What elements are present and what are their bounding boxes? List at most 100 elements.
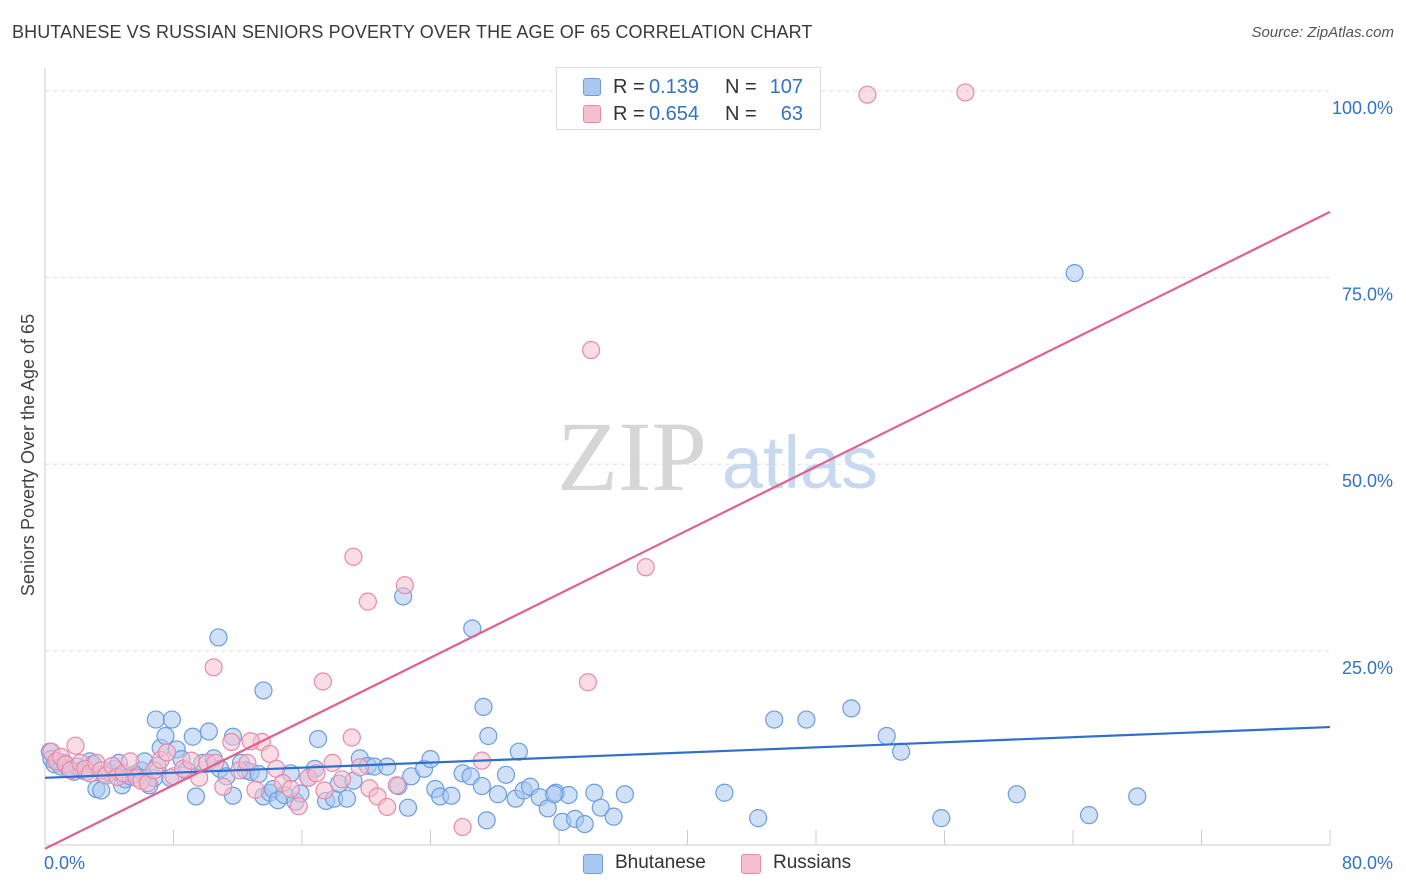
blue-swatch-icon (583, 78, 601, 96)
russians-point (222, 732, 241, 752)
russians-point (358, 592, 377, 611)
russians-point (342, 728, 361, 747)
bhutanese-point (186, 787, 206, 806)
russians-point (121, 752, 140, 771)
x-tick-label: 80.0% (1342, 853, 1393, 873)
pink-swatch-icon (583, 105, 601, 123)
bhutanese-point (575, 814, 594, 834)
y-tick-label: 100.0% (1332, 98, 1393, 118)
russians-point (378, 797, 397, 817)
russians-point (387, 776, 406, 795)
bhutanese-point (591, 798, 610, 817)
bhutanese-point (378, 757, 397, 776)
watermark-atlas: atlas (722, 421, 878, 504)
russians-point (956, 83, 975, 102)
russians-point (238, 753, 257, 772)
russians-trend-line (44, 210, 1331, 850)
data-points (40, 83, 1147, 837)
russians-point (315, 781, 334, 800)
bhutanese-point (765, 710, 784, 729)
russians-point (157, 743, 177, 762)
russians-point (350, 758, 369, 777)
bhutanese-point (199, 722, 218, 741)
russians-point (453, 817, 472, 837)
bhutanese-point (146, 710, 165, 729)
russians-point (333, 770, 352, 789)
bhutanese-point (209, 628, 228, 647)
russians-point (204, 658, 223, 677)
bhutanese-point (162, 710, 181, 729)
r-value: 0.654 (649, 103, 700, 125)
russians-point (281, 779, 300, 799)
bhutanese-point (421, 750, 440, 769)
bhutanese-point (1007, 785, 1026, 804)
russians-point (214, 777, 233, 796)
bhutanese-point (477, 811, 496, 830)
bhutanese-point (398, 798, 418, 817)
bhutanese-point (308, 729, 328, 749)
bhutanese-point (892, 742, 911, 761)
legend-label: Bhutanese (615, 852, 706, 873)
bhutanese-point (545, 785, 564, 804)
bhutanese-trend-line (44, 725, 1331, 779)
russians-point (636, 558, 655, 577)
russians-point (582, 340, 601, 360)
russians-point (307, 764, 326, 783)
bhutanese-point (715, 783, 734, 802)
russians-point (395, 576, 414, 595)
bhutanese-point (932, 809, 951, 828)
correlation-legend: R = 0.139 N = 107 R = 0.654 N = 63 (556, 67, 821, 130)
bhutanese-point (749, 809, 768, 828)
y-tick-label: 25.0% (1342, 658, 1393, 678)
bhutanese-point (474, 697, 493, 716)
axes (44, 68, 1331, 846)
russians-point (344, 547, 363, 566)
y-tick-label: 75.0% (1342, 285, 1393, 305)
russians-point (578, 673, 598, 692)
bhutanese-point (496, 765, 516, 784)
watermark-zip: ZIP (557, 401, 707, 512)
n-value: 63 (780, 103, 803, 125)
legend-row-bhutanese: R = 0.139 N = 107 (557, 74, 820, 102)
bhutanese-point (842, 699, 861, 718)
russians-point (246, 780, 265, 799)
bhutanese-point (337, 789, 357, 808)
bhutanese-point (488, 785, 508, 804)
r-label: R = (613, 103, 645, 125)
r-label: R = (613, 76, 645, 98)
bhutanese-point (183, 727, 202, 746)
russians-point (182, 751, 201, 770)
r-value: 0.139 (649, 76, 700, 98)
bhutanese-point (1065, 264, 1084, 283)
bhutanese-point (156, 726, 175, 746)
trend-lines (44, 210, 1331, 850)
bhutanese-point (1128, 787, 1147, 806)
russians-point (66, 736, 85, 755)
bhutanese-point (797, 710, 816, 729)
blue-swatch-icon (583, 854, 603, 874)
russians-point (313, 672, 332, 691)
bhutanese-point (877, 726, 896, 746)
bhutanese-point (442, 786, 461, 805)
y-tick-label: 50.0% (1342, 471, 1393, 491)
pink-swatch-icon (741, 854, 761, 874)
n-label: N = (725, 103, 757, 125)
russians-point (206, 753, 225, 772)
bhutanese-point (479, 726, 498, 746)
tick-labels: 25.0% 50.0% 75.0% 100.0% 0.0% 80.0% (44, 98, 1393, 873)
grid (45, 90, 1330, 652)
bhutanese-point (604, 807, 623, 826)
watermark: ZIP atlas (557, 401, 878, 512)
bhutanese-point (615, 785, 634, 804)
bhutanese-point (509, 742, 528, 761)
legend-row-russians: R = 0.654 N = 63 (557, 101, 820, 129)
russians-point (858, 85, 877, 104)
bhutanese-point (1079, 806, 1099, 825)
n-value: 107 (769, 76, 803, 98)
russians-point (323, 753, 342, 772)
bhutanese-point (254, 681, 273, 700)
bhutanese-point (472, 776, 491, 796)
source-label: Source: ZipAtlas.com (1251, 24, 1394, 41)
n-label: N = (725, 76, 757, 98)
